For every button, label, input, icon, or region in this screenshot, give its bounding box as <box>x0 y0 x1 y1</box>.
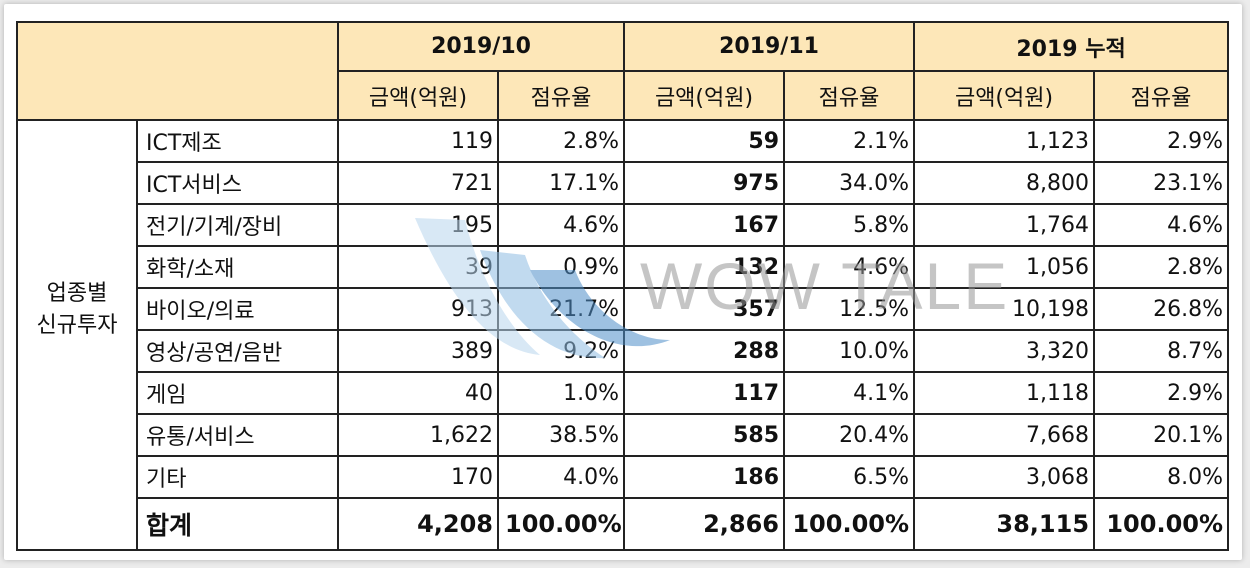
share-header: 점유율 <box>496 70 626 121</box>
nov-share-cell: 34.0% <box>783 161 916 205</box>
table-row: 화학/소재 39 0.9% 132 4.6% 1,056 2.8% <box>17 245 1230 289</box>
cum-share-cell: 4.6% <box>1093 203 1230 247</box>
nov-amount-cell: 288 <box>623 329 786 373</box>
table-row: 전기/기계/장비 195 4.6% 167 5.8% 1,764 4.6% <box>17 203 1230 247</box>
oct-share-cell: 4.6% <box>496 203 626 247</box>
category-cell: 영상/공연/음반 <box>136 329 339 373</box>
nov-amount-cell: 167 <box>623 203 786 247</box>
nov-share-cell: 5.8% <box>783 203 916 247</box>
category-cell: 전기/기계/장비 <box>136 203 339 247</box>
cum-amount-cell: 3,320 <box>913 329 1096 373</box>
total-row: 합계 4,208 100.00% 2,866 100.00% 38,115 10… <box>16 497 1230 551</box>
cum-share-cell: 8.7% <box>1093 329 1230 373</box>
cum-share-cell: 2.9% <box>1093 119 1230 163</box>
header-corner-cell <box>16 21 339 121</box>
total-cum-amount: 38,115 <box>913 497 1096 551</box>
total-nov-share: 100.00% <box>783 497 916 551</box>
group-label-line: 신규투자 <box>36 312 118 338</box>
table-row: ICT서비스 721 17.1% 975 34.0% 8,800 23.1% <box>17 161 1230 205</box>
nov-amount-cell: 132 <box>623 245 786 289</box>
oct-share-cell: 1.0% <box>496 371 626 415</box>
period-header: 2019/11 <box>623 21 916 72</box>
oct-share-cell: 9.2% <box>496 329 626 373</box>
oct-amount-cell: 119 <box>337 119 499 163</box>
category-cell: 유통/서비스 <box>136 413 339 457</box>
nov-share-cell: 4.1% <box>783 371 916 415</box>
table-body: 업종별 신규투자 ICT제조 119 2.8% 59 2.1% 1,123 2.9% ICT서비스… <box>16 119 1230 499</box>
oct-amount-cell: 1,622 <box>337 413 499 457</box>
header-row-metrics: 금액(억원) 점유율 금액(억원) 점유율 금액(억원) 점유율 <box>17 70 1230 121</box>
nov-amount-cell: 186 <box>623 455 786 499</box>
table-row: 바이오/의료 913 21.7% 357 12.5% 10,198 26.8% <box>17 287 1230 331</box>
oct-amount-cell: 39 <box>337 245 499 289</box>
category-cell: 화학/소재 <box>136 245 339 289</box>
nov-amount-cell: 59 <box>623 119 786 163</box>
amount-header: 금액(억원) <box>337 70 499 121</box>
total-cum-share: 100.00% <box>1093 497 1230 551</box>
nov-share-cell: 10.0% <box>783 329 916 373</box>
oct-share-cell: 4.0% <box>496 455 626 499</box>
nov-share-cell: 4.6% <box>783 245 916 289</box>
cum-share-cell: 2.8% <box>1093 245 1230 289</box>
table-row: 유통/서비스 1,622 38.5% 585 20.4% 7,668 20.1% <box>17 413 1230 457</box>
table-row: 게임 40 1.0% 117 4.1% 1,118 2.9% <box>17 371 1230 415</box>
oct-amount-cell: 40 <box>337 371 499 415</box>
group-label-line: 업종별 <box>46 280 108 306</box>
period-header: 2019/10 <box>336 21 626 72</box>
period-header: 2019 누적 <box>913 21 1230 72</box>
total-oct-share: 100.00% <box>496 497 626 551</box>
cum-amount-cell: 1,118 <box>913 371 1096 415</box>
category-cell: 바이오/의료 <box>136 287 339 331</box>
oct-amount-cell: 389 <box>337 329 499 373</box>
cum-amount-cell: 3,068 <box>913 455 1096 499</box>
category-cell: 게임 <box>136 371 339 415</box>
amount-header: 금액(억원) <box>623 70 786 121</box>
nov-share-cell: 12.5% <box>783 287 916 331</box>
nov-amount-cell: 117 <box>623 371 786 415</box>
oct-share-cell: 0.9% <box>496 245 626 289</box>
amount-header: 금액(억원) <box>913 70 1096 121</box>
table-row: 영상/공연/음반 389 9.2% 288 10.0% 3,320 8.7% <box>17 329 1230 373</box>
oct-share-cell: 17.1% <box>496 161 626 205</box>
total-oct-amount: 4,208 <box>337 497 499 551</box>
total-nov-amount: 2,866 <box>623 497 786 551</box>
cum-amount-cell: 10,198 <box>913 287 1096 331</box>
table-row: 기타 170 4.0% 186 6.5% 3,068 8.0% <box>17 455 1230 499</box>
oct-amount-cell: 195 <box>337 203 499 247</box>
oct-amount-cell: 913 <box>337 287 499 331</box>
cum-amount-cell: 7,668 <box>913 413 1096 457</box>
cum-share-cell: 2.9% <box>1093 371 1230 415</box>
cum-amount-cell: 8,800 <box>913 161 1096 205</box>
cum-amount-cell: 1,056 <box>913 245 1096 289</box>
category-cell: 기타 <box>136 455 339 499</box>
cum-share-cell: 8.0% <box>1093 455 1230 499</box>
oct-share-cell: 2.8% <box>496 119 626 163</box>
total-label: 합계 <box>136 497 339 551</box>
nov-amount-cell: 357 <box>623 287 786 331</box>
table-row: 업종별 신규투자 ICT제조 119 2.8% 59 2.1% 1,123 2.9% <box>16 119 1230 498</box>
category-cell: ICT제조 <box>136 119 339 163</box>
cum-amount-cell: 1,123 <box>913 119 1096 163</box>
nov-amount-cell: 585 <box>623 413 786 457</box>
investment-table: 2019/10 2019/11 2019 누적 금액(억원) 점유율 금액(억원… <box>16 21 1230 551</box>
oct-share-cell: 21.7% <box>496 287 626 331</box>
cum-share-cell: 20.1% <box>1093 413 1230 457</box>
oct-amount-cell: 721 <box>337 161 499 205</box>
oct-share-cell: 38.5% <box>496 413 626 457</box>
share-header: 점유율 <box>783 70 916 121</box>
nov-share-cell: 20.4% <box>783 413 916 457</box>
total-group-cell <box>16 498 138 551</box>
oct-amount-cell: 170 <box>337 455 499 499</box>
nov-share-cell: 6.5% <box>783 455 916 499</box>
header-row-periods: 2019/10 2019/11 2019 누적 <box>16 21 1230 121</box>
category-cell: ICT서비스 <box>136 161 339 205</box>
cum-amount-cell: 1,764 <box>913 203 1096 247</box>
cum-share-cell: 23.1% <box>1093 161 1230 205</box>
cum-share-cell: 26.8% <box>1093 287 1230 331</box>
share-header: 점유율 <box>1093 70 1230 121</box>
nov-amount-cell: 975 <box>623 161 786 205</box>
nov-share-cell: 2.1% <box>783 119 916 163</box>
